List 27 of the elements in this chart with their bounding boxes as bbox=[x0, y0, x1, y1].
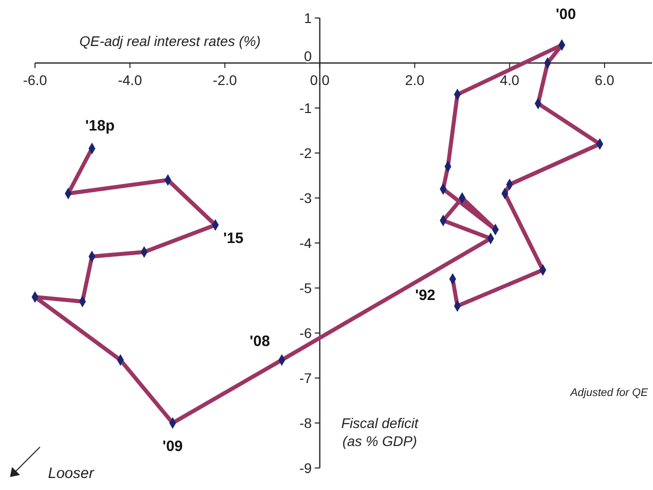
annotation: '09 bbox=[162, 438, 183, 455]
x-tick-label: -4.0 bbox=[118, 72, 142, 88]
y-tick-label: -9 bbox=[299, 460, 312, 476]
y-tick-label: -4 bbox=[299, 235, 312, 251]
y-tick-label: 1 bbox=[304, 10, 312, 26]
annotation: '00 bbox=[556, 6, 576, 23]
annotation: '92 bbox=[415, 287, 436, 304]
x-tick-label: 6.0 bbox=[594, 72, 614, 88]
y-axis-title: QE-adj real interest rates (%) bbox=[79, 33, 261, 49]
x-tick-label: -6.0 bbox=[22, 72, 48, 88]
y-tick-label: -1 bbox=[299, 100, 312, 116]
y-tick-label: -2 bbox=[299, 145, 312, 161]
x-tick-label: -2.0 bbox=[212, 72, 238, 88]
y-tick-label: -3 bbox=[299, 190, 312, 206]
annotation: '08 bbox=[250, 333, 270, 350]
y-tick-label: -8 bbox=[299, 415, 312, 431]
annotation: '18p bbox=[85, 118, 115, 134]
y-tick-label: 0 bbox=[304, 48, 312, 64]
y-tick-label: -6 bbox=[299, 325, 312, 341]
annotation: Looser bbox=[48, 465, 95, 482]
y-tick-label: -7 bbox=[299, 370, 312, 386]
x-tick-label: 2.0 bbox=[404, 72, 425, 88]
annotation: Adjusted for QE bbox=[569, 387, 649, 399]
x-axis-title: Fiscal deficit (as % GDP) bbox=[341, 415, 420, 449]
annotation: '15 bbox=[223, 230, 244, 247]
y-tick-label: -5 bbox=[299, 280, 312, 296]
x-tick-label: 4.0 bbox=[500, 72, 520, 88]
